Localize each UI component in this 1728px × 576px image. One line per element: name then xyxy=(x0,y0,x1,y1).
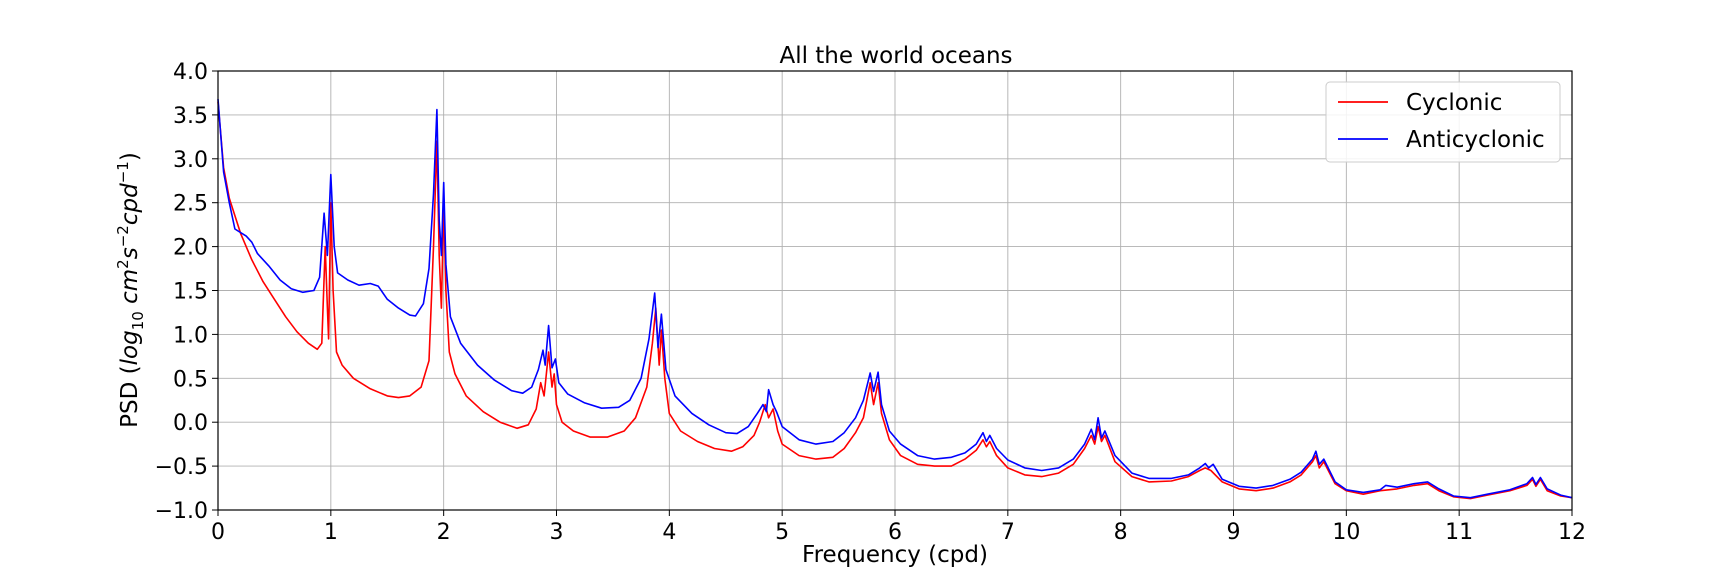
y-axis-label-cm: cm xyxy=(117,269,143,311)
x-tick-label: 0 xyxy=(211,520,225,545)
y-axis-label-s-sup: −2 xyxy=(114,225,132,247)
y-tick-label: 2.0 xyxy=(173,236,208,261)
x-tick-label: 7 xyxy=(1001,520,1015,545)
y-axis-label: PSD (log10 cm2s−2cpd−1) xyxy=(114,152,147,428)
y-axis-label-log-sub: 10 xyxy=(129,311,147,330)
legend-label-cyclonic: Cyclonic xyxy=(1406,90,1502,116)
x-tick-label: 10 xyxy=(1332,520,1360,545)
x-tick-label: 4 xyxy=(662,520,676,545)
x-tick-label: 8 xyxy=(1114,520,1128,545)
y-tick-label: 3.0 xyxy=(173,148,208,173)
legend-label-anticyclonic: Anticyclonic xyxy=(1406,127,1545,153)
y-axis-label-log: log xyxy=(117,330,143,365)
x-tick-label: 1 xyxy=(324,520,338,545)
y-axis-label-cm-sup: 2 xyxy=(114,259,132,269)
x-tick-label: 9 xyxy=(1227,520,1241,545)
y-axis-label-suffix: ) xyxy=(117,152,143,161)
series-line-anticyclonic xyxy=(217,99,1573,499)
x-tick-label: 3 xyxy=(550,520,564,545)
y-axis-label-cpd-sup: −1 xyxy=(114,161,132,183)
y-axis-label-cpd: cpd xyxy=(117,183,143,225)
x-tick-label: 2 xyxy=(437,520,451,545)
x-axis-label: Frequency (cpd) xyxy=(802,542,988,568)
y-tick-label: 4.0 xyxy=(173,60,208,85)
y-axis-label-s: s xyxy=(117,247,143,259)
x-tick-label: 11 xyxy=(1445,520,1473,545)
chart-title: All the world oceans xyxy=(779,43,1012,69)
plot-lines xyxy=(217,99,1573,500)
x-tick-label: 5 xyxy=(775,520,789,545)
x-tick-label: 12 xyxy=(1558,520,1586,545)
y-tick-label: 0.5 xyxy=(173,367,208,392)
y-axis-ticks: −1.0 −0.5 0.0 0.5 1.0 1.5 2.0 2.5 3.0 3.5 4.0 xyxy=(155,60,218,524)
x-axis-ticks: 0 1 2 3 4 5 6 7 8 9 10 11 12 xyxy=(211,510,1586,545)
legend: Cyclonic Anticyclonic xyxy=(1325,81,1561,163)
y-tick-label: 3.5 xyxy=(173,104,208,129)
y-axis-label-prefix: PSD ( xyxy=(117,365,143,427)
series-line-cyclonic xyxy=(217,101,1573,500)
y-tick-label: 1.0 xyxy=(173,323,208,348)
y-tick-label: −0.5 xyxy=(155,455,208,480)
y-tick-label: −1.0 xyxy=(155,499,208,524)
y-tick-label: 0.0 xyxy=(173,411,208,436)
y-tick-label: 2.5 xyxy=(173,192,208,217)
y-tick-label: 1.5 xyxy=(173,280,208,305)
x-tick-label: 6 xyxy=(888,520,902,545)
